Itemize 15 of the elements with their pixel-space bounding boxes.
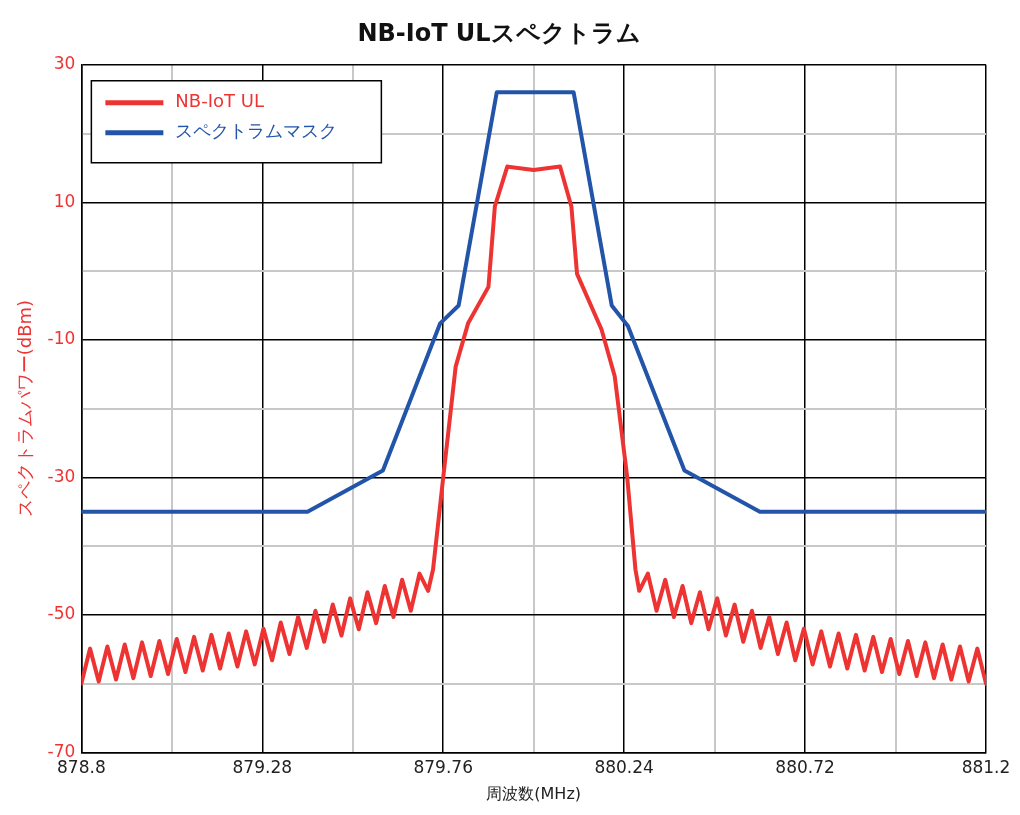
y-tick-label: 30: [53, 53, 76, 74]
x-tick-label: 879.28: [232, 757, 293, 778]
x-axis-title: 周波数(MHz): [486, 783, 582, 803]
y-tick-label: 10: [53, 190, 76, 211]
legend-label: NB-IoT UL: [175, 90, 264, 112]
y-tick-label: -30: [47, 465, 76, 486]
y-axis-title: スペクトラムパワー(dBm): [14, 299, 36, 518]
x-tick-label: 880.72: [775, 757, 835, 778]
x-tick-label: 881.2: [961, 757, 1011, 778]
y-tick-label: -50: [47, 603, 76, 624]
x-tick-label: 879.76: [413, 757, 473, 778]
x-tick-label: 880.24: [594, 757, 654, 778]
legend-label: スペクトラムマスク: [175, 120, 338, 142]
chart-title: NB-IoT ULスペクトラム: [357, 18, 641, 47]
y-tick-label: -10: [47, 328, 76, 349]
